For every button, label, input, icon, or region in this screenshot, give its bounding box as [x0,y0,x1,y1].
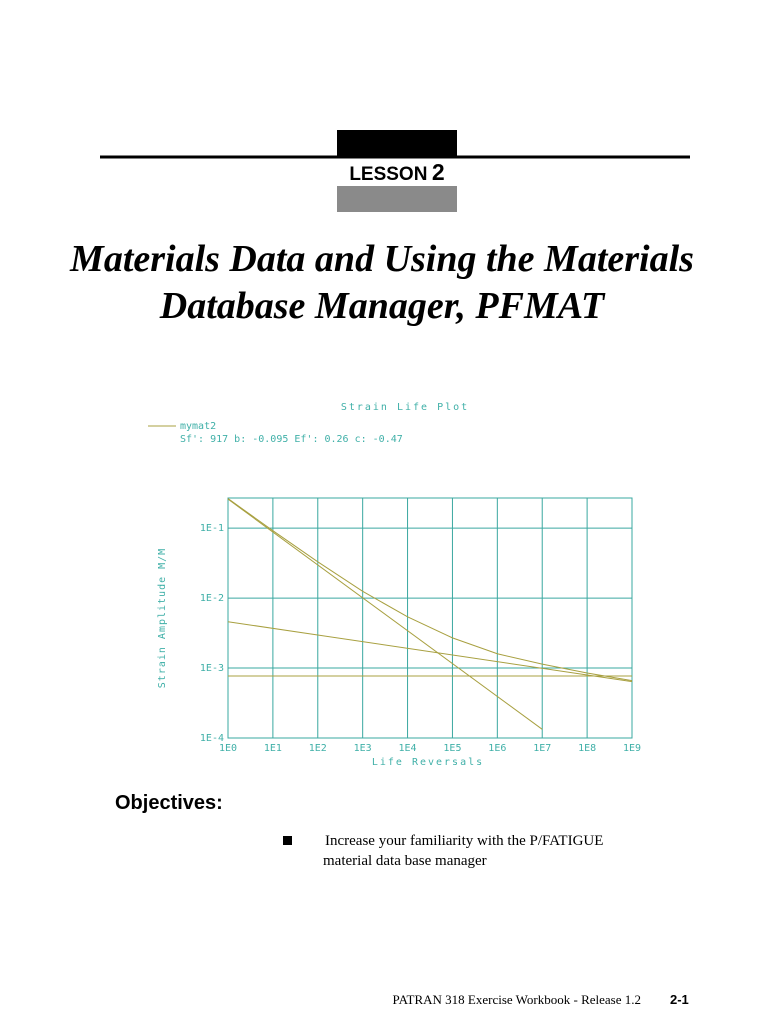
lesson-bar-bottom [337,186,457,212]
chart-title: Strain Life Plot [341,402,469,413]
x-tick-label: 1E0 [219,743,237,754]
bullet [283,836,292,845]
x-tick-label: 1E4 [399,743,417,754]
page-title: Database Manager, PFMAT [159,285,606,327]
x-tick-label: 1E6 [488,743,506,754]
page-number: 2-1 [670,992,689,1007]
objectives-heading: Objectives: [115,792,223,814]
y-tick-label: 1E-3 [200,663,224,674]
x-tick-label: 1E8 [578,743,596,754]
x-tick-label: 1E5 [443,743,461,754]
x-tick-label: 1E1 [264,743,282,754]
y-tick-label: 1E-2 [200,593,224,604]
series-line [227,498,633,682]
x-tick-label: 1E3 [354,743,372,754]
y-tick-label: 1E-1 [200,523,224,534]
x-axis-label: Life Reversals [372,757,484,768]
x-tick-label: 1E2 [309,743,327,754]
y-tick-label: 1E-4 [200,733,224,744]
legend-label: mymat2 [180,421,216,432]
lesson-word: LESSON [349,164,427,185]
objective-line: material data base manager [323,853,487,869]
lesson-label: LESSON 2 [349,159,444,185]
x-tick-label: 1E7 [533,743,551,754]
chart: Strain Life Plot Sf': 917 b: -0.095 Ef':… [148,402,641,768]
page-title: Materials Data and Using the Materials [69,238,694,280]
plot-frame [227,497,633,739]
y-axis-label: Strain Amplitude M/M [157,548,168,688]
series-line [227,621,633,683]
series-line [227,498,543,730]
x-tick-label: 1E9 [623,743,641,754]
objective-line: Increase your familiarity with the P/FAT… [325,833,603,849]
footer-text: PATRAN 318 Exercise Workbook - Release 1… [393,992,641,1007]
chart-subtitle: Sf': 917 b: -0.095 Ef': 0.26 c: -0.47 [180,434,403,445]
lesson-bar-top [337,130,457,157]
lesson-number: 2 [432,159,445,185]
